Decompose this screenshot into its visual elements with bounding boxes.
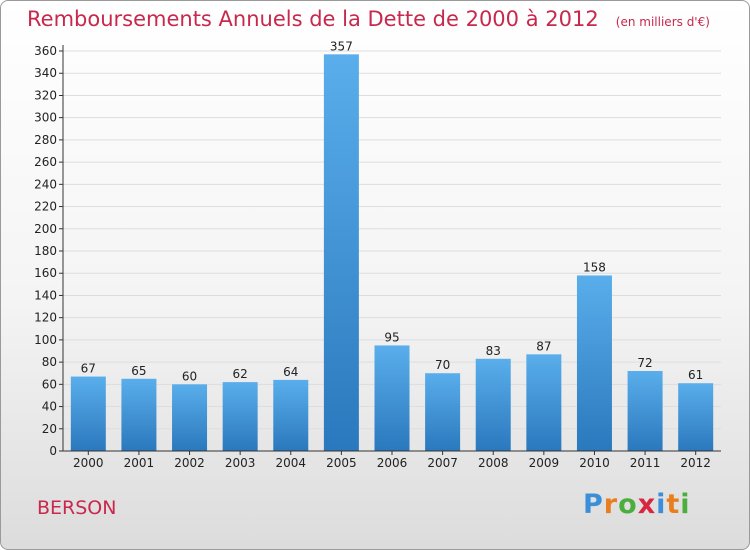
bar [475, 358, 511, 451]
logo-letter: x [637, 489, 657, 520]
y-tick-label: 100 [34, 333, 57, 347]
bar [425, 373, 461, 451]
data-label: 64 [283, 365, 298, 379]
bar [70, 376, 106, 451]
y-tick-label: 360 [34, 44, 57, 58]
x-tick-label: 2006 [377, 456, 408, 470]
logo-letter: i [680, 489, 691, 520]
x-tick-label: 2005 [326, 456, 357, 470]
x-tick-label: 2009 [529, 456, 560, 470]
y-tick-label: 40 [42, 400, 57, 414]
logo-letter: i [656, 489, 667, 520]
data-label: 95 [384, 330, 399, 344]
y-tick-label: 320 [34, 88, 57, 102]
logo-letter: r [603, 489, 619, 520]
data-label: 87 [536, 339, 551, 353]
bar [627, 371, 663, 451]
y-tick-label: 180 [34, 244, 57, 258]
x-tick-label: 2008 [478, 456, 509, 470]
y-tick-label: 280 [34, 133, 57, 147]
x-tick-label: 2003 [225, 456, 256, 470]
logo-letter: P [583, 489, 604, 520]
y-tick-label: 300 [34, 111, 57, 125]
bar [374, 345, 410, 451]
y-tick-label: 220 [34, 200, 57, 214]
proxiti-logo: Proxiti [583, 489, 691, 520]
x-tick-label: 2002 [174, 456, 205, 470]
x-tick-label: 2004 [275, 456, 306, 470]
data-label: 65 [131, 364, 146, 378]
y-tick-label: 0 [49, 444, 57, 458]
x-tick-label: 2011 [630, 456, 661, 470]
bar-chart: 0 20 40 60 80 100 120 140 160 180 200 220 240 260 280 3… [34, 39, 721, 470]
chart-title: Remboursements Annuels de la Dette de 20… [27, 7, 599, 31]
logo-letter: t [666, 489, 681, 520]
x-tick-label: 2010 [579, 456, 610, 470]
chart-header: Remboursements Annuels de la Dette de 20… [27, 7, 710, 31]
data-label: 72 [637, 356, 652, 370]
data-label: 67 [81, 362, 96, 376]
data-label: 70 [435, 358, 450, 372]
x-tick-label: 2001 [124, 456, 155, 470]
data-label: 357 [330, 39, 353, 53]
y-tick-label: 260 [34, 155, 57, 169]
commune-name: BERSON [37, 497, 117, 519]
data-label: 61 [688, 368, 703, 382]
data-label: 62 [233, 367, 248, 381]
y-tick-label: 120 [34, 311, 57, 325]
x-tick-label: 2007 [427, 456, 458, 470]
data-label: 83 [486, 344, 501, 358]
bar [273, 379, 309, 451]
y-tick-label: 80 [42, 355, 57, 369]
y-tick-label: 20 [42, 422, 57, 436]
y-tick-label: 200 [34, 222, 57, 236]
y-tick-label: 60 [42, 377, 57, 391]
bar [323, 54, 359, 451]
y-tick-label: 240 [34, 177, 57, 191]
data-label: 158 [583, 260, 606, 274]
x-tick-label: 2012 [680, 456, 711, 470]
bar [172, 384, 208, 451]
logo-letter: o [618, 489, 638, 520]
bar [222, 382, 258, 451]
bar [678, 383, 714, 451]
bar [121, 378, 157, 451]
x-tick-label: 2000 [73, 456, 104, 470]
y-tick-label: 340 [34, 66, 57, 80]
bar [526, 354, 562, 451]
bar [576, 275, 612, 451]
unit-label: (en milliers d'€) [615, 15, 710, 29]
data-label: 60 [182, 369, 197, 383]
y-tick-label: 160 [34, 266, 57, 280]
y-tick-label: 140 [34, 288, 57, 302]
